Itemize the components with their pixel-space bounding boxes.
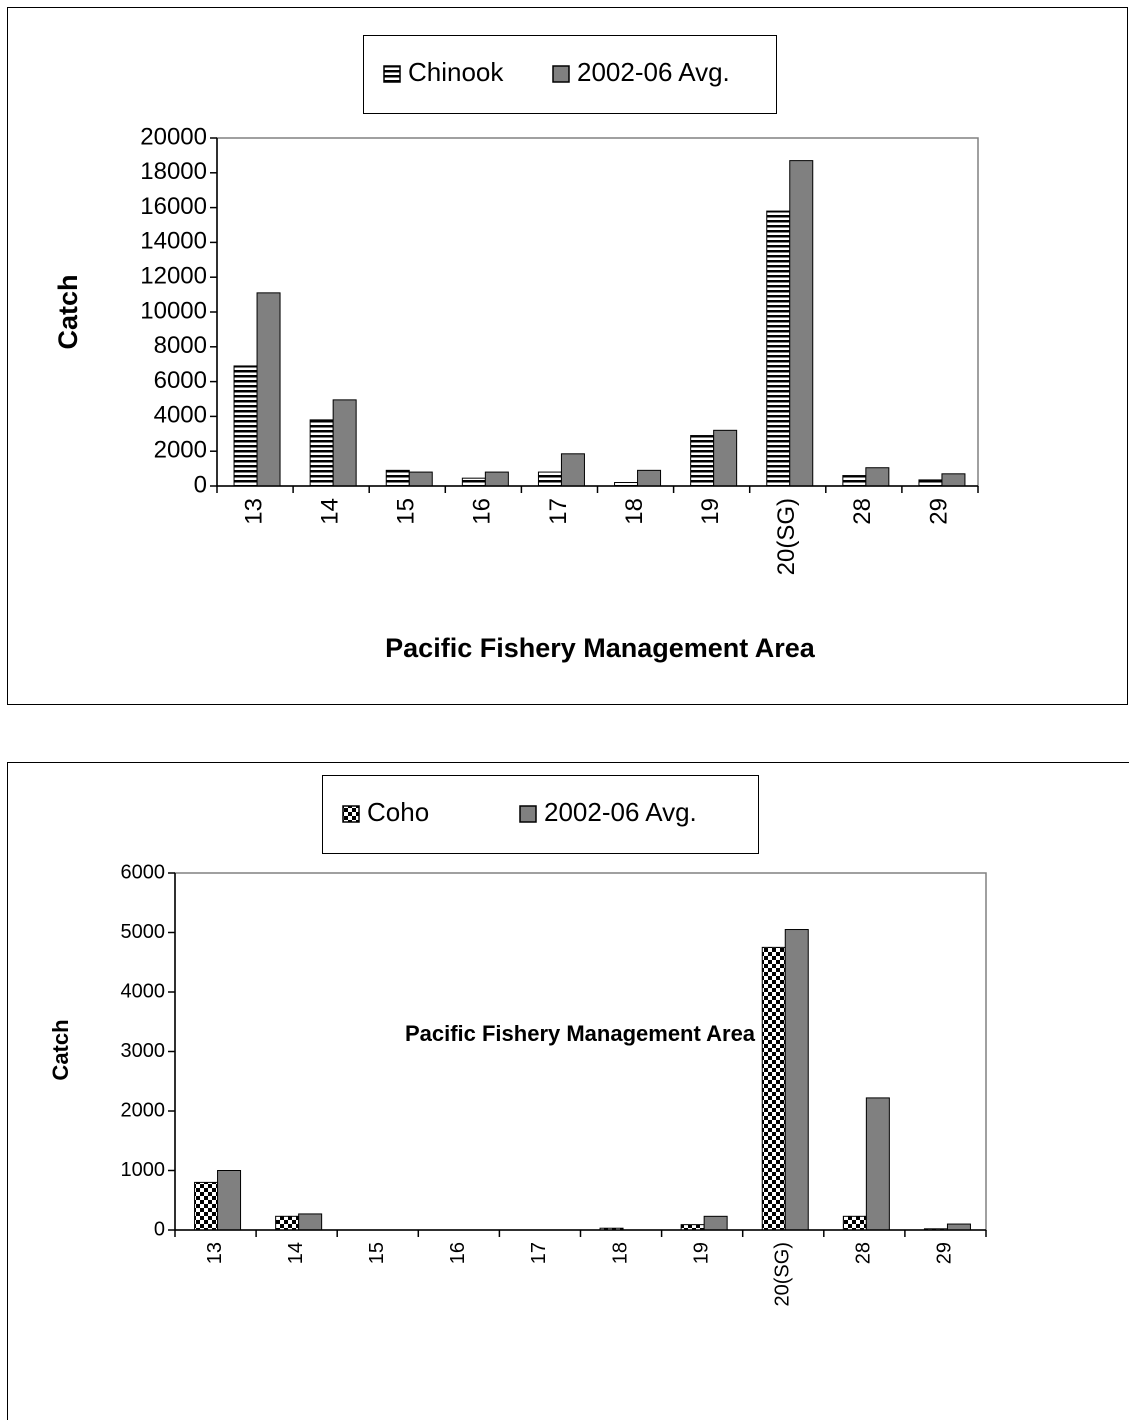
plot-area xyxy=(174,872,987,1231)
bar xyxy=(784,929,809,1231)
legend-swatch xyxy=(552,65,570,83)
x-tick-label: 16 xyxy=(469,498,496,525)
legend-label: Chinook xyxy=(408,57,504,87)
bar xyxy=(865,1097,890,1231)
bar xyxy=(309,419,334,487)
legend-swatch xyxy=(342,805,360,823)
x-tick-label: 15 xyxy=(366,1242,388,1264)
x-axis-title: Pacific Fishery Management Area xyxy=(405,1021,756,1046)
x-tick-label: 16 xyxy=(447,1242,469,1264)
legend-label: Coho xyxy=(367,797,429,827)
bar xyxy=(385,469,410,487)
legend xyxy=(322,775,759,854)
y-tick-label: 18000 xyxy=(140,158,207,185)
y-tick-label: 14000 xyxy=(140,228,207,255)
bar xyxy=(194,1181,219,1231)
y-axis-title: Catch xyxy=(53,274,83,349)
y-tick-label: 10000 xyxy=(140,297,207,324)
y-tick-label: 1000 xyxy=(121,1159,166,1181)
y-tick-label: 16000 xyxy=(140,193,207,220)
legend-label: 2002-06 Avg. xyxy=(544,797,697,827)
bar xyxy=(842,1215,867,1231)
bar xyxy=(298,1213,323,1231)
chart-frame xyxy=(7,7,1128,705)
legend-label: 2002-06 Avg. xyxy=(577,57,730,87)
bar xyxy=(680,1224,705,1231)
y-tick-label: 2000 xyxy=(121,1099,166,1121)
bar xyxy=(217,1170,242,1231)
bar xyxy=(637,469,662,487)
y-tick-label: 12000 xyxy=(140,263,207,290)
x-tick-label: 13 xyxy=(240,498,267,525)
x-tick-label: 20(SG) xyxy=(772,1242,794,1306)
bar xyxy=(256,292,281,487)
y-tick-label: 5000 xyxy=(121,921,166,943)
legend-swatch xyxy=(383,65,401,83)
y-tick-label: 2000 xyxy=(154,437,207,464)
x-tick-label: 14 xyxy=(285,1242,307,1264)
x-tick-label: 20(SG) xyxy=(773,498,800,575)
x-tick-label: 29 xyxy=(934,1242,956,1264)
x-tick-label: 13 xyxy=(204,1242,226,1264)
bar xyxy=(461,477,486,487)
y-axis-title: Catch xyxy=(48,1019,73,1080)
x-tick-label: 28 xyxy=(849,498,876,525)
bar xyxy=(789,160,814,487)
y-tick-label: 20000 xyxy=(140,123,207,150)
legend xyxy=(363,35,777,114)
y-tick-label: 0 xyxy=(194,471,207,498)
bar xyxy=(690,435,715,487)
bar xyxy=(537,471,562,487)
y-tick-label: 8000 xyxy=(154,332,207,359)
x-tick-label: 19 xyxy=(697,498,724,525)
bar xyxy=(865,467,890,487)
y-tick-label: 4000 xyxy=(121,980,166,1002)
x-tick-label: 18 xyxy=(621,498,648,525)
bar xyxy=(233,365,258,487)
y-tick-label: 3000 xyxy=(121,1040,166,1062)
bar xyxy=(275,1215,300,1231)
bar xyxy=(941,473,966,487)
y-tick-label: 6000 xyxy=(121,861,166,883)
x-tick-label: 14 xyxy=(316,498,343,525)
x-tick-label: 15 xyxy=(393,498,420,525)
bar xyxy=(766,210,791,487)
x-tick-label: 17 xyxy=(528,1242,550,1264)
bar xyxy=(484,471,509,487)
x-tick-label: 29 xyxy=(925,498,952,525)
x-tick-label: 19 xyxy=(690,1242,712,1264)
legend-swatch xyxy=(519,805,537,823)
bar xyxy=(946,1223,971,1231)
bar xyxy=(560,453,585,487)
bar xyxy=(713,429,738,487)
y-tick-label: 0 xyxy=(154,1218,165,1240)
y-tick-label: 6000 xyxy=(154,367,207,394)
bar xyxy=(918,479,943,487)
chart-frame xyxy=(7,762,1129,1420)
bar xyxy=(408,471,433,487)
bar xyxy=(761,946,786,1231)
bar xyxy=(332,399,357,487)
bar xyxy=(842,475,867,487)
y-tick-label: 4000 xyxy=(154,402,207,429)
bar xyxy=(703,1215,728,1231)
x-axis-title: Pacific Fishery Management Area xyxy=(385,633,816,663)
x-tick-label: 18 xyxy=(609,1242,631,1264)
x-tick-label: 17 xyxy=(545,498,572,525)
x-tick-label: 28 xyxy=(853,1242,875,1264)
